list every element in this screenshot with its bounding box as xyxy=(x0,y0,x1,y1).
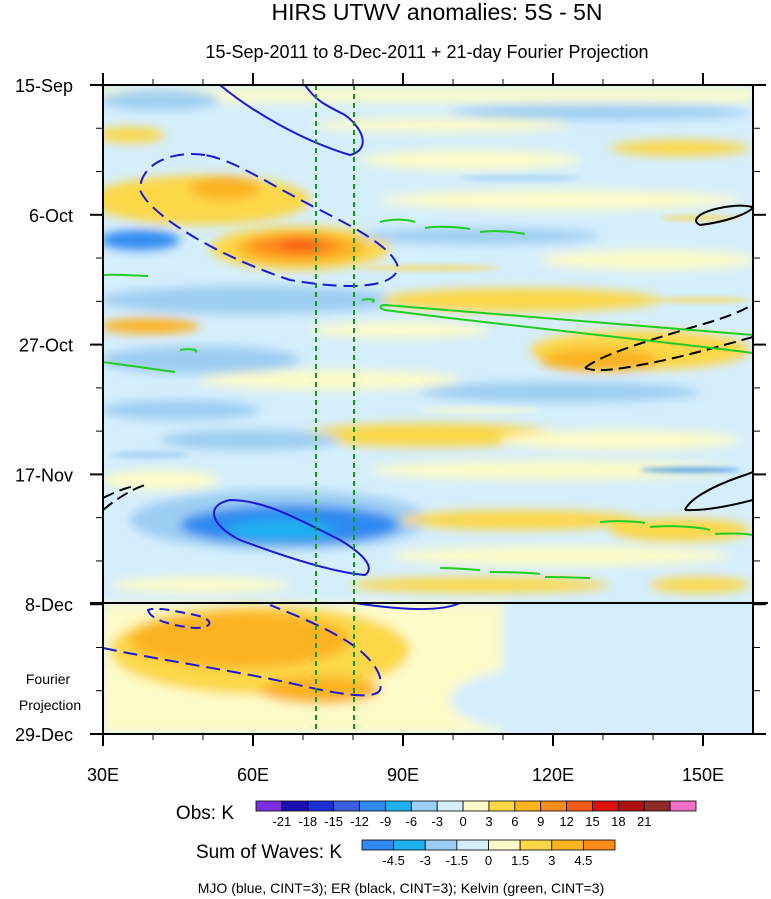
colorbar-level: 0 xyxy=(485,853,492,868)
colorbar-level: 12 xyxy=(559,814,573,829)
y-tick-label: 17-Nov xyxy=(15,465,73,485)
y-tick-label: 27-Oct xyxy=(19,336,73,356)
chart-subtitle: 15-Sep-2011 to 8-Dec-2011 + 21-day Fouri… xyxy=(205,42,648,62)
colorbar-level: 3 xyxy=(485,814,492,829)
kelvin-contours xyxy=(103,218,753,579)
colorbar-level: -3 xyxy=(431,814,443,829)
colorbar-swatch xyxy=(456,839,489,851)
colorbar-swatch xyxy=(519,839,553,851)
colorbar-swatch xyxy=(333,800,360,812)
colorbar-level: -15 xyxy=(324,814,343,829)
colorbar-level: -6 xyxy=(406,814,418,829)
y-tick-label: 15-Sep xyxy=(15,76,73,96)
colorbar-swatch xyxy=(488,800,516,812)
reference-lines xyxy=(315,85,355,734)
colorbar-swatch xyxy=(307,800,335,812)
mjo-contours xyxy=(103,85,461,697)
y-tick-label: 8-Dec xyxy=(25,595,73,615)
colorbar-swatch xyxy=(281,800,309,812)
colorbar-level: -1.5 xyxy=(446,853,468,868)
colorbar-level: -4.5 xyxy=(382,853,404,868)
colorbar-swatch xyxy=(424,839,458,851)
colorbar-swatch xyxy=(385,800,412,812)
projection-label: Fourier Projection xyxy=(19,671,81,713)
colorbar-swatch xyxy=(462,800,490,812)
colorbar-swatch xyxy=(255,800,283,812)
colorbar-swatch xyxy=(361,839,395,851)
x-tick-label: 120E xyxy=(532,765,574,785)
chart-title: HIRS UTWV anomalies: 5S - 5N xyxy=(271,0,602,25)
colorbar-swatch xyxy=(617,800,645,812)
colorbar-swatch xyxy=(566,800,593,812)
colorbar-swatch xyxy=(551,839,584,851)
x-axis: 30E 60E 90E 120E 150E xyxy=(87,73,724,785)
colorbar-swatch xyxy=(436,800,464,812)
colorbar-level: 0 xyxy=(459,814,466,829)
colorbar-level: 18 xyxy=(611,814,625,829)
colorbar-level: 21 xyxy=(637,814,651,829)
colorbar-swatch xyxy=(669,800,697,812)
colorbar-level: -3 xyxy=(419,853,431,868)
colorbar-swatch xyxy=(592,800,619,812)
colorbar-level: 4.5 xyxy=(574,853,592,868)
colorbar-level: -18 xyxy=(298,814,317,829)
waves-colorbar: Sum of Waves: K -4.5 -3 -1.5 0 1.5 3 4.5 xyxy=(196,839,616,868)
colorbar-level: -12 xyxy=(350,814,369,829)
colorbar-swatch xyxy=(410,800,438,812)
x-tick-label: 150E xyxy=(682,765,724,785)
colorbar-label: Obs: K xyxy=(176,803,234,824)
plot-frame xyxy=(102,84,754,735)
obs-colorbar: Obs: K -21 -18 -15 -12 -9 -6 -3 0 3 6 9 12 15 18 21 xyxy=(176,800,697,829)
colorbar-swatch xyxy=(582,839,616,851)
footer-note: MJO (blue, CINT=3); ER (black, CINT=3); … xyxy=(198,880,605,896)
colorbar-level: 15 xyxy=(585,814,599,829)
colorbar-level: -9 xyxy=(380,814,392,829)
x-tick-label: 60E xyxy=(237,765,269,785)
colorbar-swatch xyxy=(393,839,426,851)
colorbar-level: 3 xyxy=(548,853,555,868)
y-axis: 15-Sep 6-Oct 27-Oct 17-Nov 8-Dec 29-Dec xyxy=(15,76,766,745)
colorbar-swatch xyxy=(643,800,671,812)
colorbar-label: Sum of Waves: K xyxy=(196,842,342,863)
x-tick-label: 90E xyxy=(387,765,419,785)
colorbar-level: 9 xyxy=(537,814,544,829)
x-tick-label: 30E xyxy=(87,765,119,785)
colorbar-level: 6 xyxy=(511,814,518,829)
colorbar-swatch xyxy=(359,800,386,812)
y-tick-label: 6-Oct xyxy=(29,206,73,226)
colorbar-swatch xyxy=(540,800,567,812)
colorbar-swatch xyxy=(488,839,521,851)
colorbar-level: -21 xyxy=(272,814,291,829)
er-contours xyxy=(103,204,753,512)
colorbar-level: 1.5 xyxy=(511,853,529,868)
anomaly-field xyxy=(103,85,753,734)
y-tick-label: 29-Dec xyxy=(15,725,73,745)
colorbar-swatch xyxy=(514,800,542,812)
